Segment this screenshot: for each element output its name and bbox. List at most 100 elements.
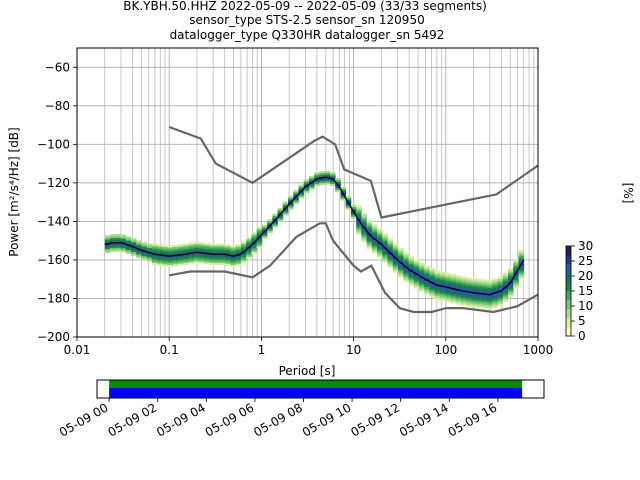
density-cell [434, 289, 441, 293]
colorbar-cell [566, 273, 571, 277]
density-cell [172, 256, 179, 259]
density-cell [230, 253, 237, 256]
density-cell [256, 226, 263, 229]
colorbar-tick-label: 0 [578, 329, 586, 343]
density-cell [492, 297, 498, 300]
density-cell [508, 289, 514, 292]
density-cell [439, 277, 446, 280]
density-cell [502, 278, 509, 281]
density-cell [439, 296, 446, 300]
density-cell [508, 285, 514, 288]
colorbar-cell [566, 246, 571, 250]
density-cell [225, 255, 231, 259]
density-cell [418, 274, 425, 277]
density-cell [314, 176, 320, 179]
density-cell [246, 244, 252, 247]
density-cell [371, 241, 378, 244]
density-cell [424, 275, 430, 278]
density-cell [288, 199, 294, 202]
density-cell [487, 284, 493, 287]
density-cell [308, 179, 315, 182]
density-cell [214, 247, 221, 250]
density-cell [361, 237, 368, 241]
density-cell [125, 242, 132, 245]
density-cell [382, 256, 388, 259]
density-cell [518, 253, 525, 257]
density-cell [481, 289, 488, 292]
density-cell [303, 188, 310, 192]
density-cell [466, 281, 472, 284]
density-cell [382, 235, 388, 238]
density-cell [466, 279, 472, 282]
density-cell [445, 282, 451, 285]
colorbar-tick-label: 30 [578, 239, 593, 253]
density-cell [356, 222, 362, 226]
density-cell [466, 288, 472, 292]
density-cell [272, 225, 278, 228]
density-cell [230, 260, 237, 263]
density-cell [345, 207, 352, 210]
density-cell [167, 253, 174, 256]
density-cell [204, 246, 210, 249]
density-cell [167, 251, 174, 254]
chart-title-line-2: sensor_type STS-2.5 sensor_sn 120950 [189, 13, 424, 27]
density-cell [267, 223, 273, 226]
density-cell [261, 232, 268, 235]
density-cell [120, 244, 127, 247]
density-cell [398, 263, 404, 266]
density-cell [136, 252, 142, 255]
density-cell [513, 280, 519, 283]
density-cell [424, 286, 430, 289]
density-cell [282, 203, 289, 206]
density-cell [261, 234, 268, 237]
density-cell [471, 278, 477, 281]
density-cell [151, 251, 158, 254]
density-cell [481, 283, 488, 286]
density-cell [356, 232, 362, 235]
density-cell [460, 291, 467, 295]
density-cell [434, 297, 441, 300]
density-cell [225, 250, 231, 253]
density-cell [209, 262, 216, 265]
density-cell [366, 223, 373, 226]
density-cell [308, 177, 315, 180]
density-cell [314, 172, 320, 175]
density-cell [513, 278, 519, 281]
density-cell [151, 254, 158, 258]
density-cell [109, 247, 116, 250]
density-cell [513, 284, 519, 287]
density-cell [408, 258, 415, 261]
density-cell [513, 276, 519, 279]
density-cell [413, 270, 420, 274]
density-cell [214, 245, 221, 248]
density-cell [146, 259, 153, 262]
density-cell [146, 257, 153, 260]
density-cell [445, 296, 451, 299]
density-cell [324, 178, 331, 181]
density-cell [178, 249, 184, 253]
density-cell [204, 256, 210, 259]
density-cell [508, 275, 514, 278]
density-cell [413, 269, 420, 272]
density-cell [246, 256, 252, 259]
density-cell [267, 226, 273, 230]
density-cell [288, 195, 294, 198]
density-cell [303, 183, 310, 186]
density-cell [377, 236, 383, 239]
density-cell [298, 184, 305, 187]
density-cell [429, 279, 436, 282]
density-cell [487, 299, 493, 302]
density-cell [120, 236, 127, 239]
density-cell [382, 239, 388, 242]
density-cell [460, 295, 467, 299]
density-cell [235, 263, 242, 266]
density-cell [513, 264, 519, 267]
density-cell [450, 285, 457, 288]
density-cell [366, 236, 373, 240]
density-cell [466, 292, 472, 296]
timeline-tick-label: 05-09 16 [446, 400, 500, 439]
density-cell [434, 276, 441, 279]
density-cell [392, 254, 399, 258]
density-cell [502, 272, 509, 276]
density-cell [288, 197, 294, 200]
